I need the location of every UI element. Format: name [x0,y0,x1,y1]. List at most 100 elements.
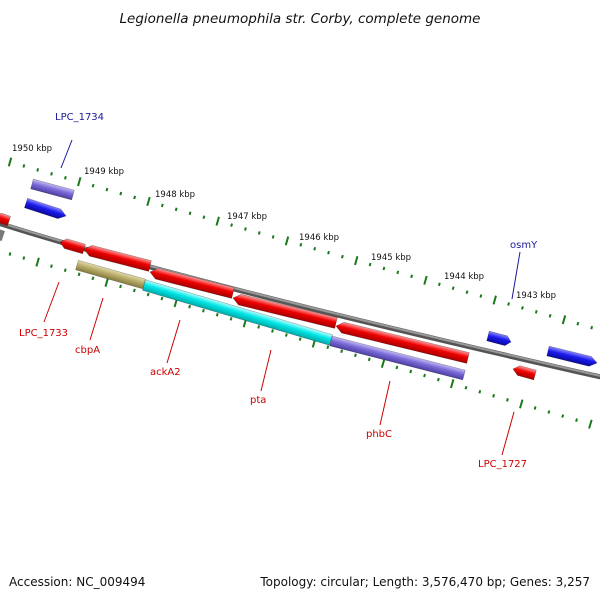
minor-tick [91,183,95,188]
feature-red-left-edge-shape [0,212,11,227]
feature-cbpA[interactable] [75,259,146,290]
major-tick [35,257,40,267]
minor-tick [382,266,386,271]
feature-LPC_1734-shape [30,178,75,201]
minor-tick [160,203,164,208]
gene-label-ackA2[interactable]: ackA2 [150,367,181,378]
minor-tick [313,246,317,251]
minor-tick [368,262,372,267]
minor-tick [507,302,510,306]
gene-label-cbpA[interactable]: cbpA [75,345,100,356]
leader-line-osmY [511,251,521,300]
feature-red-4[interactable] [335,321,470,364]
minor-tick [284,333,288,337]
feature-LPC_1733-shape [59,238,86,255]
leader-line-LPC_1734 [60,139,73,169]
scale-label-1945: 1945 kbp [371,253,411,263]
gene-label-LPC_1727[interactable]: LPC_1727 [478,459,527,470]
feature-ackA2[interactable] [142,279,333,346]
gene-label-LPC_1733[interactable]: LPC_1733 [19,328,68,339]
feature-LPC_1727[interactable] [512,364,537,381]
minor-tick [534,310,538,314]
feature-LPC_1733[interactable] [59,237,86,255]
feature-track [0,178,598,381]
feature-LPC_1734[interactable] [30,178,75,201]
minor-tick [119,284,122,289]
feature-grey-left-edge[interactable] [0,227,5,242]
feature-red-2[interactable] [149,267,235,299]
feature-phbC[interactable] [329,335,466,381]
leader-line-LPC_1733 [43,281,60,323]
minor-tick [590,325,594,330]
major-tick [7,157,13,167]
minor-tick [478,389,482,394]
scale-label-1948: 1948 kbp [155,190,195,200]
major-tick [77,177,82,187]
leader-line-ackA2 [166,319,181,364]
major-tick [449,379,455,389]
minor-tick [327,250,330,255]
major-tick [561,315,567,325]
feature-blue-right[interactable] [546,345,598,368]
minor-tick [436,377,440,382]
feature-red-1[interactable] [83,244,152,272]
minor-tick [244,227,247,231]
feature-red-2-shape [149,268,235,299]
minor-tick [561,414,565,418]
minor-tick [479,294,483,298]
minor-tick [271,235,275,239]
minor-tick [50,264,53,268]
minor-tick [132,288,136,293]
minor-tick [77,272,81,277]
major-tick [492,295,497,305]
feature-ackA2-shape [142,279,333,346]
minor-tick [22,164,26,168]
minor-tick [146,292,150,297]
minor-tick [50,172,53,176]
feature-red-3[interactable] [232,293,338,329]
feature-blue-left[interactable] [24,197,67,221]
minor-tick [160,296,164,301]
minor-tick [465,290,469,294]
minor-tick [257,231,261,235]
feature-red-1-shape [83,245,152,272]
major-tick [284,236,290,246]
leader-line-pta [260,349,272,392]
feature-osmY-shape [486,330,512,346]
minor-tick [340,349,344,354]
feature-grey-left-edge-shape [0,227,5,242]
minor-tick [410,274,414,279]
map-title: Legionella pneumophila str. Corby, compl… [120,11,481,27]
feature-red-4-shape [335,321,470,364]
minor-tick [298,337,302,341]
minor-tick [533,406,537,410]
minor-tick [437,282,441,287]
minor-tick [521,306,524,310]
gene-label-phbC[interactable]: phbC [366,429,392,440]
gene-label-LPC_1734[interactable]: LPC_1734 [55,112,104,123]
leader-line-phbC [379,380,391,426]
major-tick [423,275,428,285]
feature-cbpA-shape [75,259,146,290]
feature-blue-left-shape [24,197,67,219]
feature-osmY[interactable] [486,330,513,347]
gene-label-osmY[interactable]: osmY [510,240,538,251]
minor-tick [188,211,192,216]
minor-tick [464,385,468,390]
minor-tick [576,321,580,326]
minor-tick [326,345,330,350]
feature-LPC_1727-shape [512,365,537,381]
feature-red-left-edge[interactable] [0,211,11,227]
minor-tick [271,329,274,333]
minor-tick [299,243,303,247]
minor-tick [506,398,509,402]
major-tick [354,255,359,266]
genome-info-text: Topology: circular; Length: 3,576,470 bp… [259,575,590,589]
scale-label-1944: 1944 kbp [444,272,484,282]
major-tick [588,419,593,429]
scale-label-1946: 1946 kbp [299,233,339,243]
feature-red-3-shape [232,293,338,329]
scale-label-1949: 1949 kbp [84,167,124,177]
minor-tick [63,268,67,273]
gene-label-pta[interactable]: pta [250,395,266,406]
